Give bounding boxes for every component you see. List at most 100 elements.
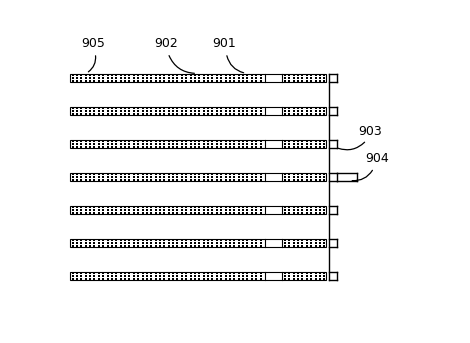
Point bbox=[78, 72, 85, 78]
Point bbox=[257, 270, 264, 275]
Point bbox=[307, 144, 315, 150]
Point bbox=[82, 174, 89, 180]
Point bbox=[243, 204, 251, 210]
Point bbox=[298, 177, 306, 183]
Point bbox=[143, 237, 151, 243]
Point bbox=[252, 270, 260, 275]
Point bbox=[161, 144, 168, 150]
Point bbox=[178, 177, 186, 183]
Point bbox=[303, 204, 311, 210]
Point bbox=[321, 237, 328, 243]
Point bbox=[95, 273, 102, 279]
Point bbox=[86, 177, 94, 183]
Point bbox=[191, 72, 199, 78]
Point bbox=[139, 240, 146, 246]
Point bbox=[286, 240, 293, 246]
Point bbox=[294, 78, 302, 84]
Point bbox=[91, 174, 98, 180]
Point bbox=[187, 75, 195, 81]
Point bbox=[152, 237, 159, 243]
Point bbox=[156, 171, 164, 177]
Point bbox=[248, 105, 256, 110]
Point bbox=[298, 75, 306, 81]
Point bbox=[152, 273, 159, 279]
Point bbox=[91, 244, 98, 249]
Point bbox=[248, 270, 256, 275]
Point bbox=[143, 111, 151, 117]
Point bbox=[218, 174, 225, 180]
Point bbox=[200, 105, 207, 110]
Point bbox=[69, 177, 76, 183]
Point bbox=[248, 244, 256, 249]
Point bbox=[209, 237, 216, 243]
Point bbox=[130, 138, 138, 143]
Point bbox=[165, 237, 172, 243]
Point bbox=[143, 72, 151, 78]
Point bbox=[298, 78, 306, 84]
Point bbox=[187, 72, 195, 78]
Point bbox=[321, 276, 328, 282]
Point bbox=[148, 177, 155, 183]
Point bbox=[148, 105, 155, 110]
Point bbox=[196, 244, 203, 249]
Point bbox=[161, 72, 168, 78]
Point bbox=[95, 111, 102, 117]
Point bbox=[121, 75, 129, 81]
Point bbox=[294, 244, 302, 249]
Point bbox=[91, 72, 98, 78]
Point bbox=[121, 204, 129, 210]
Point bbox=[286, 72, 293, 78]
Point bbox=[200, 207, 207, 213]
Point bbox=[298, 210, 306, 216]
Point bbox=[204, 105, 212, 110]
Point bbox=[134, 177, 142, 183]
Point bbox=[125, 244, 133, 249]
Point bbox=[156, 244, 164, 249]
Point bbox=[303, 207, 311, 213]
Point bbox=[148, 273, 155, 279]
Point bbox=[130, 273, 138, 279]
Point bbox=[108, 171, 116, 177]
Point bbox=[73, 244, 81, 249]
Point bbox=[307, 177, 315, 183]
Point bbox=[182, 138, 190, 143]
Point bbox=[286, 78, 293, 84]
Point bbox=[222, 171, 229, 177]
Point bbox=[152, 244, 159, 249]
Point bbox=[121, 72, 129, 78]
Point bbox=[156, 177, 164, 183]
Point bbox=[108, 270, 116, 275]
Point bbox=[303, 111, 311, 117]
Point bbox=[316, 108, 324, 114]
Point bbox=[174, 273, 181, 279]
Point bbox=[231, 144, 238, 150]
Point bbox=[204, 72, 212, 78]
Point bbox=[290, 171, 298, 177]
Point bbox=[178, 273, 186, 279]
Point bbox=[174, 244, 181, 249]
Point bbox=[290, 108, 298, 114]
Point bbox=[117, 174, 125, 180]
Point bbox=[182, 204, 190, 210]
Point bbox=[174, 210, 181, 216]
Point bbox=[294, 237, 302, 243]
Bar bbox=[70, 107, 327, 115]
Point bbox=[239, 75, 247, 81]
Point bbox=[134, 273, 142, 279]
Point bbox=[82, 75, 89, 81]
Point bbox=[86, 240, 94, 246]
Point bbox=[316, 210, 324, 216]
Point bbox=[187, 78, 195, 84]
Point bbox=[196, 240, 203, 246]
Point bbox=[121, 144, 129, 150]
Point bbox=[294, 111, 302, 117]
Point bbox=[209, 105, 216, 110]
Point bbox=[165, 204, 172, 210]
Point bbox=[235, 174, 243, 180]
Point bbox=[200, 138, 207, 143]
Point bbox=[174, 75, 181, 81]
Point bbox=[130, 141, 138, 147]
Point bbox=[69, 78, 76, 84]
Point bbox=[178, 141, 186, 147]
Point bbox=[213, 75, 220, 81]
